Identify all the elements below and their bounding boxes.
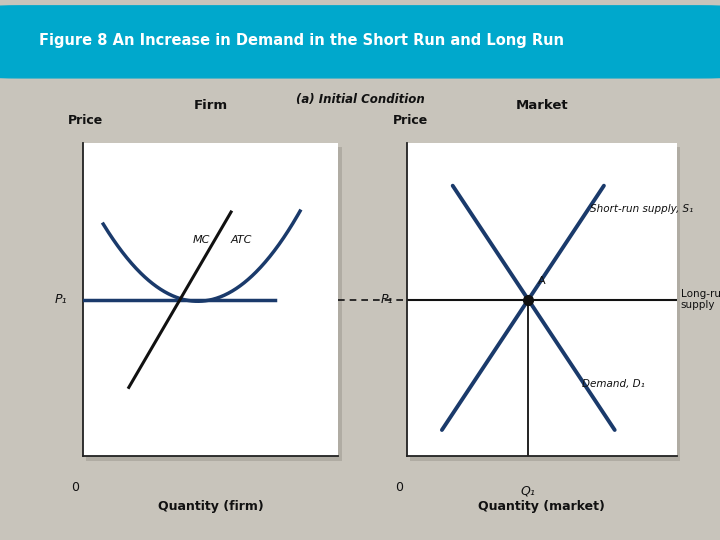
Text: Price: Price xyxy=(393,114,428,127)
Text: A: A xyxy=(538,276,545,286)
Text: Long-run
supply: Long-run supply xyxy=(681,289,720,310)
Text: (a) Initial Condition: (a) Initial Condition xyxy=(296,93,424,106)
FancyBboxPatch shape xyxy=(0,6,720,78)
Text: Demand, D₁: Demand, D₁ xyxy=(582,380,645,389)
Text: 0: 0 xyxy=(71,481,79,494)
Text: Quantity (firm): Quantity (firm) xyxy=(158,500,264,513)
Text: MC: MC xyxy=(193,235,210,245)
Text: Firm: Firm xyxy=(194,99,228,112)
Text: Quantity (market): Quantity (market) xyxy=(478,500,606,513)
Text: Price: Price xyxy=(68,114,103,127)
Text: P₁: P₁ xyxy=(55,293,68,306)
Text: 0: 0 xyxy=(395,481,402,494)
Text: ATC: ATC xyxy=(231,235,253,245)
Text: P₁: P₁ xyxy=(381,293,393,306)
Text: Market: Market xyxy=(516,99,568,112)
Text: Short-run supply, S₁: Short-run supply, S₁ xyxy=(590,204,693,214)
Text: Figure 8 An Increase in Demand in the Short Run and Long Run: Figure 8 An Increase in Demand in the Sh… xyxy=(39,33,564,48)
Text: Q₁: Q₁ xyxy=(521,484,536,497)
